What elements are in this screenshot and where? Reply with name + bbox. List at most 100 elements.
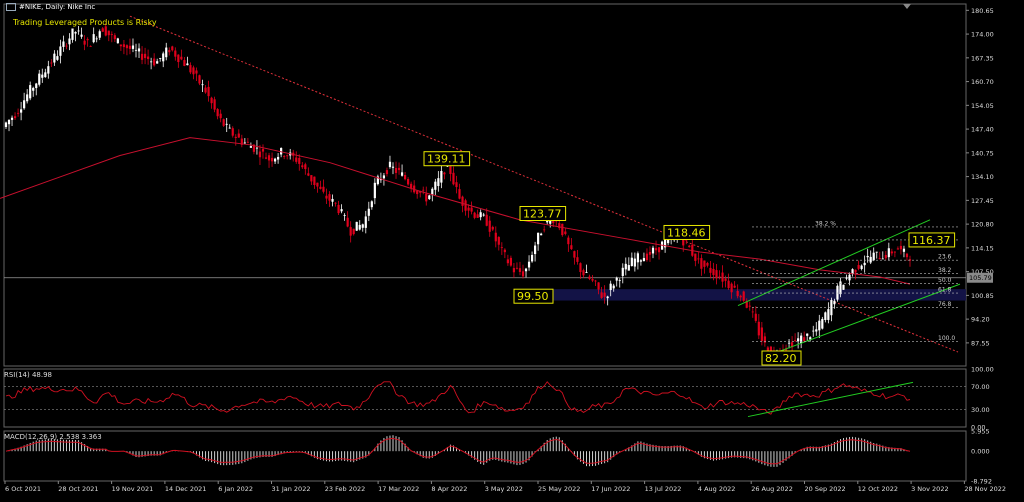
candle-body [183, 60, 186, 66]
candle-body [207, 86, 210, 97]
candle-body [180, 56, 183, 60]
candle-body [56, 56, 59, 60]
candle-body [682, 236, 685, 246]
candle-body [760, 327, 763, 341]
candle-body [50, 62, 53, 64]
candle-body [688, 245, 691, 248]
candle-body [195, 70, 198, 74]
y-tick-label: 160.70 [971, 78, 994, 86]
candle-body [497, 236, 500, 245]
annotation-box [663, 224, 711, 240]
x-tick-label: 14 Dec 2021 [165, 485, 207, 493]
macd-signal-line [5, 437, 911, 465]
candle-body [286, 155, 289, 157]
candle-body [561, 223, 564, 236]
candle-body [464, 200, 467, 211]
candle-body [790, 342, 794, 348]
candle-body [74, 32, 77, 34]
candle-body [600, 292, 603, 298]
risk-warning: Trading Leveraged Products is Risky [13, 18, 157, 27]
candle-body [134, 49, 138, 51]
candle-body [403, 175, 407, 180]
candle-body [128, 45, 132, 49]
candle-body [261, 148, 265, 152]
fib-level-label: 38.2 [938, 267, 952, 274]
candle-body [624, 263, 627, 270]
candle-body [697, 258, 700, 260]
candle-body [724, 278, 727, 281]
candle-body [198, 75, 201, 84]
candle-body [579, 263, 582, 273]
candle-body [143, 53, 147, 59]
candle-body [71, 28, 74, 40]
candle-body [304, 164, 307, 170]
candle-body [890, 251, 893, 254]
candle-body [603, 292, 606, 297]
candle-body [863, 262, 866, 266]
candle-body [65, 45, 68, 47]
y-tick-label: 167.35 [971, 54, 994, 62]
candle-body [558, 223, 561, 229]
candle-body [745, 300, 748, 308]
candle-body [515, 267, 519, 269]
candle-body [431, 188, 434, 196]
candle-body [521, 271, 525, 277]
rsi-label: RSI(14) 48.98 [4, 371, 53, 379]
symbol-icon [6, 3, 16, 11]
candle-body [295, 157, 298, 162]
candle-body [896, 248, 900, 250]
candle-body [352, 228, 355, 235]
candle-body [204, 87, 207, 93]
x-tick-label: 17 Jun 2022 [591, 485, 630, 493]
candle-body [872, 252, 875, 261]
chart-title: #NIKE, Daily: Nike Inc [19, 3, 96, 11]
candle-body [20, 109, 23, 113]
candle-body [543, 229, 546, 231]
candle-body [376, 176, 379, 185]
candle-body [594, 280, 597, 282]
candle-body [59, 46, 62, 56]
annotation-label: 82.20 [765, 352, 797, 365]
candle-body [4, 122, 8, 128]
candle-body [709, 267, 712, 273]
candle-body [189, 65, 192, 73]
macd-tick-label: 0.000 [971, 448, 990, 456]
candle-body [125, 45, 129, 49]
candle-body [860, 265, 863, 270]
candle-body [340, 209, 343, 212]
candle-body [379, 178, 383, 181]
macd-tick-label: -8.792 [971, 478, 992, 486]
x-tick-label: 28 Nov 2022 [964, 485, 1006, 493]
candle-body [237, 133, 240, 138]
candle-body [470, 207, 473, 212]
annotation-label: 123.77 [523, 208, 562, 221]
candle-body [443, 172, 446, 175]
candle-body [273, 158, 277, 162]
candle-body [228, 127, 231, 129]
candle-body [216, 109, 219, 117]
candle-body [165, 47, 168, 58]
candle-body [328, 194, 331, 201]
candle-body [748, 305, 751, 307]
x-tick-label: 6 Oct 2021 [5, 485, 41, 493]
candle-body [213, 99, 216, 110]
channel-upper-line [737, 219, 931, 307]
candle-body [540, 233, 543, 236]
candle-body [267, 155, 271, 161]
candle-body [854, 269, 857, 273]
candle-body [866, 255, 869, 258]
candle-body [494, 232, 497, 242]
y-tick-label: 120.80 [971, 221, 994, 229]
candle-body [240, 138, 243, 145]
candle-body [706, 263, 709, 266]
candle-body [385, 170, 389, 175]
candle-body [394, 168, 398, 173]
chart-title-row: #NIKE, Daily: Nike Inc [6, 3, 95, 11]
candle-body [334, 202, 337, 204]
candle-body [703, 260, 706, 267]
candle-body [68, 38, 71, 45]
candle-body [609, 283, 612, 291]
x-tick-label: 6 Jan 2022 [218, 485, 253, 493]
moving-average-line [0, 137, 911, 285]
